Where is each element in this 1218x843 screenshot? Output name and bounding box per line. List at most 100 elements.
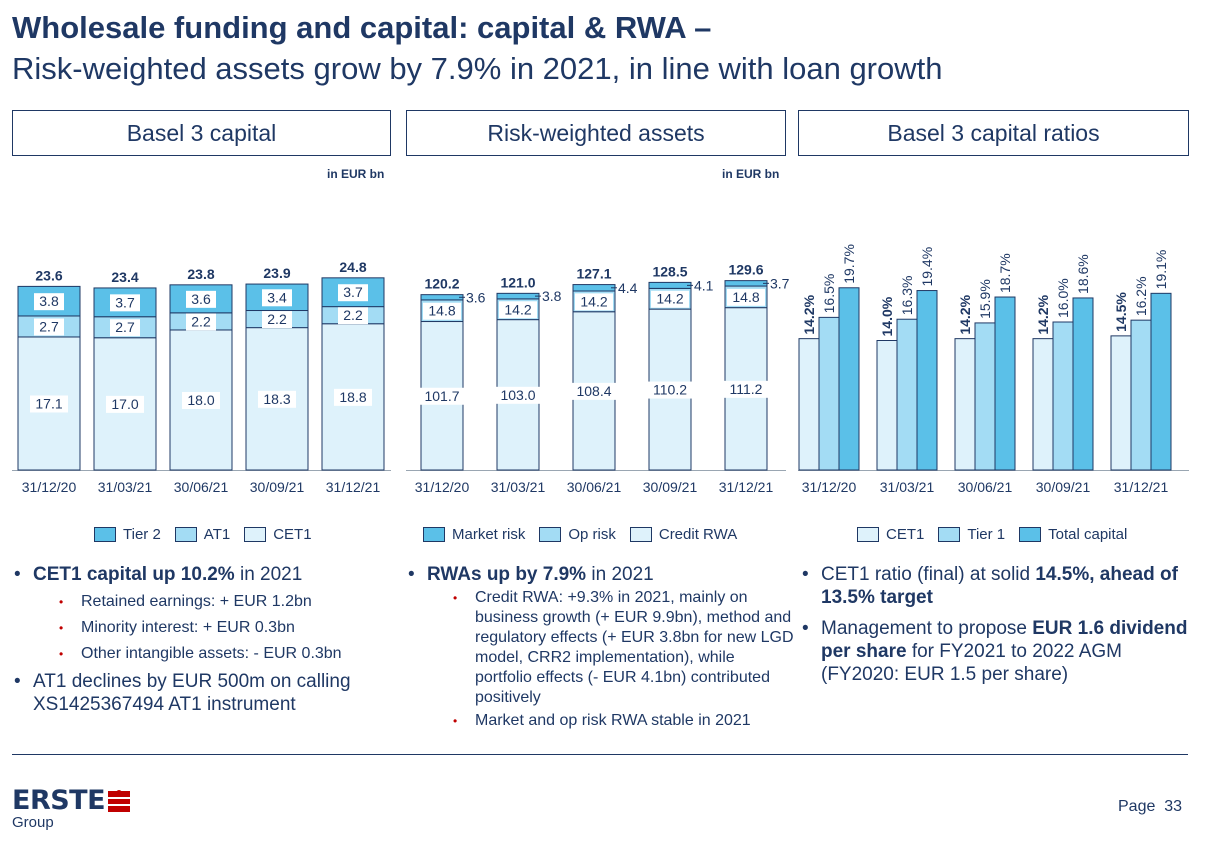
footer-divider (12, 754, 1188, 755)
label-background (499, 301, 537, 319)
label-background (423, 302, 461, 320)
label-background (110, 319, 140, 337)
logo-wordmark: ERSTE (12, 785, 106, 816)
bar (818, 316, 840, 471)
data-label: 2.2 (267, 311, 287, 327)
label-background (723, 380, 769, 398)
bullet-text: in 2021 (234, 564, 303, 585)
x-tick-label: 31/03/21 (98, 479, 153, 495)
bar (994, 296, 1016, 471)
data-label: 2.2 (343, 307, 363, 323)
bullet-text: in 2021 (586, 564, 654, 585)
data-label: 19.1% (1153, 250, 1169, 290)
data-label: 17.0 (111, 396, 138, 412)
x-tick-label: 30/09/21 (1036, 479, 1091, 495)
legend-swatch (94, 527, 116, 542)
data-label: 4.1 (694, 277, 714, 293)
x-tick-label: 30/09/21 (643, 479, 698, 495)
sub-bullet-item: Other intangible assets: - EUR 0.3bn (57, 644, 392, 664)
bar (798, 338, 820, 471)
label-background (34, 318, 64, 336)
bar-segment (724, 280, 768, 287)
capital-commentary: CET1 capital up 10.2% in 2021 Retained e… (12, 563, 392, 720)
ratios-commentary: CET1 ratio (final) at solid 14.5%, ahead… (800, 563, 1188, 690)
legend-item: CET1 (244, 526, 312, 543)
data-label: 14.2% (1035, 294, 1051, 334)
total-label: 23.8 (187, 266, 214, 282)
legend-swatch (539, 527, 562, 542)
bullet-text: for FY2021 to 2022 AGM (FY2020: EUR 1.5 … (821, 641, 1123, 685)
data-label: 14.8 (428, 303, 455, 319)
label-background (262, 311, 292, 329)
total-label: 24.8 (339, 259, 366, 275)
capital-chart: 17.1 2.7 3.8 23.6 31/12/20 17.0 2.7 3.7 23.4 31/0… (12, 259, 391, 495)
bullet-item: RWAs up by 7.9% in 2021 Credit RWA: +9.3… (406, 563, 794, 731)
data-label: 3.7 (343, 284, 363, 300)
label-background (651, 290, 689, 308)
x-tick-label: 31/12/21 (326, 479, 381, 495)
bullet-text: CET1 ratio (final) at solid (821, 564, 1036, 585)
data-label: 14.2 (580, 293, 607, 309)
bullet-bold: CET1 capital up 10.2% (33, 564, 235, 585)
legend-item: AT1 (174, 526, 230, 543)
data-label: 2.7 (115, 319, 135, 335)
legend-item: Op risk (539, 526, 616, 543)
total-label: 128.5 (652, 263, 687, 279)
label-background (334, 388, 372, 406)
x-tick-label: 31/03/21 (491, 479, 546, 495)
legend-label: CET1 (273, 526, 312, 543)
label-background (110, 294, 140, 312)
data-label: 18.0 (187, 392, 214, 408)
data-label: 14.2 (656, 291, 683, 307)
label-background (727, 288, 765, 306)
sub-bullet-item: Credit RWA: +9.3% in 2021, mainly on bus… (451, 588, 794, 708)
legend-item: Tier 2 (94, 526, 161, 543)
legend-swatch (174, 527, 197, 542)
bar-segment (496, 292, 540, 300)
data-label: 16.2% (1133, 276, 1149, 316)
legend-item: Market risk (423, 526, 525, 543)
page-title: Wholesale funding and capital: capital &… (12, 10, 712, 45)
legend-swatch (244, 527, 267, 542)
logo-subtitle: Group (12, 814, 54, 831)
data-label: 101.7 (424, 388, 459, 404)
data-label: 18.3 (263, 391, 290, 407)
legend-label: CET1 (886, 526, 925, 543)
panel-heading-rwa: Risk-weighted assets (406, 110, 786, 156)
x-tick-label: 31/12/20 (415, 479, 470, 495)
bar (838, 287, 860, 471)
label-background (495, 386, 541, 404)
data-label: 14.8 (732, 289, 759, 305)
bar (974, 322, 996, 471)
label-background (338, 307, 368, 325)
page-number-value: 33 (1164, 798, 1183, 815)
erste-s-icon (108, 790, 131, 812)
x-tick-label: 31/12/21 (719, 479, 774, 495)
label-background (182, 391, 220, 409)
total-label: 120.2 (424, 276, 459, 292)
bar (896, 318, 918, 471)
bar (876, 340, 898, 471)
data-label: 3.6 (191, 291, 211, 307)
data-label: 110.2 (653, 382, 687, 398)
bar (1110, 335, 1132, 471)
data-label: 17.1 (35, 395, 62, 411)
bar-segment (648, 281, 692, 289)
legend-swatch (423, 527, 445, 542)
bar (1130, 319, 1152, 471)
legend-swatch (938, 527, 961, 542)
data-label: 3.6 (466, 289, 486, 305)
capital-legend: Tier 2 AT1 CET1 (94, 526, 326, 543)
legend-item: Credit RWA (629, 526, 738, 543)
total-label: 127.1 (576, 266, 611, 282)
data-label: 3.7 (115, 294, 135, 310)
data-label: 14.2 (504, 301, 531, 317)
data-label: 18.7% (997, 253, 1013, 293)
rwa-chart: 101.7 14.8 3.6 120.2 31/12/20 103.0 14.2 3.8 121… (406, 262, 790, 495)
unit-label-capital: in EUR bn (327, 167, 385, 181)
page-label: Page (1118, 798, 1156, 815)
total-label: 129.6 (728, 262, 763, 278)
legend-label: Credit RWA (658, 526, 738, 543)
data-label: 16.3% (899, 276, 915, 316)
label-background (186, 313, 216, 331)
